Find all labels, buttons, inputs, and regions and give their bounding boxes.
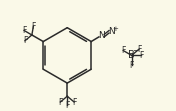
Text: F: F bbox=[23, 36, 27, 45]
Text: F: F bbox=[65, 101, 69, 110]
Text: N: N bbox=[98, 31, 105, 40]
Text: B: B bbox=[128, 50, 135, 60]
Text: F: F bbox=[72, 98, 76, 107]
Text: F: F bbox=[31, 22, 36, 31]
Text: F: F bbox=[121, 46, 125, 55]
Text: −: − bbox=[132, 46, 138, 55]
Text: ·: · bbox=[99, 28, 102, 38]
Text: F: F bbox=[137, 45, 141, 54]
Text: N: N bbox=[108, 27, 115, 36]
Text: F: F bbox=[129, 61, 134, 70]
Text: F: F bbox=[22, 26, 26, 35]
Text: +: + bbox=[112, 26, 118, 32]
Text: F: F bbox=[58, 98, 62, 107]
Text: F: F bbox=[139, 51, 143, 60]
